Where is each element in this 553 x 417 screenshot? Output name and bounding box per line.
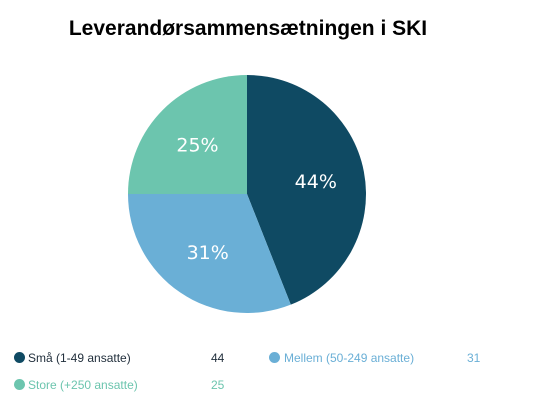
- chart-title: Leverandørsammensætningen i SKI: [68, 17, 428, 40]
- legend-swatch-medium: [269, 352, 280, 363]
- legend-swatch-large: [14, 379, 25, 390]
- pie-slice-large[interactable]: [128, 75, 247, 194]
- slice-label-large: 25%: [176, 135, 218, 157]
- legend-value-large: 25: [211, 378, 225, 392]
- legend-value-small: 44: [211, 351, 225, 365]
- legend-label-large: Store (+250 ansatte): [28, 378, 138, 392]
- legend-item-medium[interactable]: Mellem (50-249 ansatte) 31: [269, 350, 499, 366]
- legend-item-large[interactable]: Store (+250 ansatte) 25: [14, 377, 244, 393]
- pie-slice-small[interactable]: [247, 75, 366, 305]
- legend-label-small: Små (1-49 ansatte): [28, 351, 131, 365]
- pie-slice-medium[interactable]: [128, 194, 291, 313]
- legend-swatch-small: [14, 352, 25, 363]
- slice-label-medium: 31%: [187, 242, 229, 264]
- legend-item-small[interactable]: Små (1-49 ansatte) 44: [14, 350, 244, 366]
- legend-label-medium: Mellem (50-249 ansatte): [284, 351, 415, 365]
- slice-label-small: 44%: [295, 171, 337, 193]
- legend-value-medium: 31: [467, 351, 481, 365]
